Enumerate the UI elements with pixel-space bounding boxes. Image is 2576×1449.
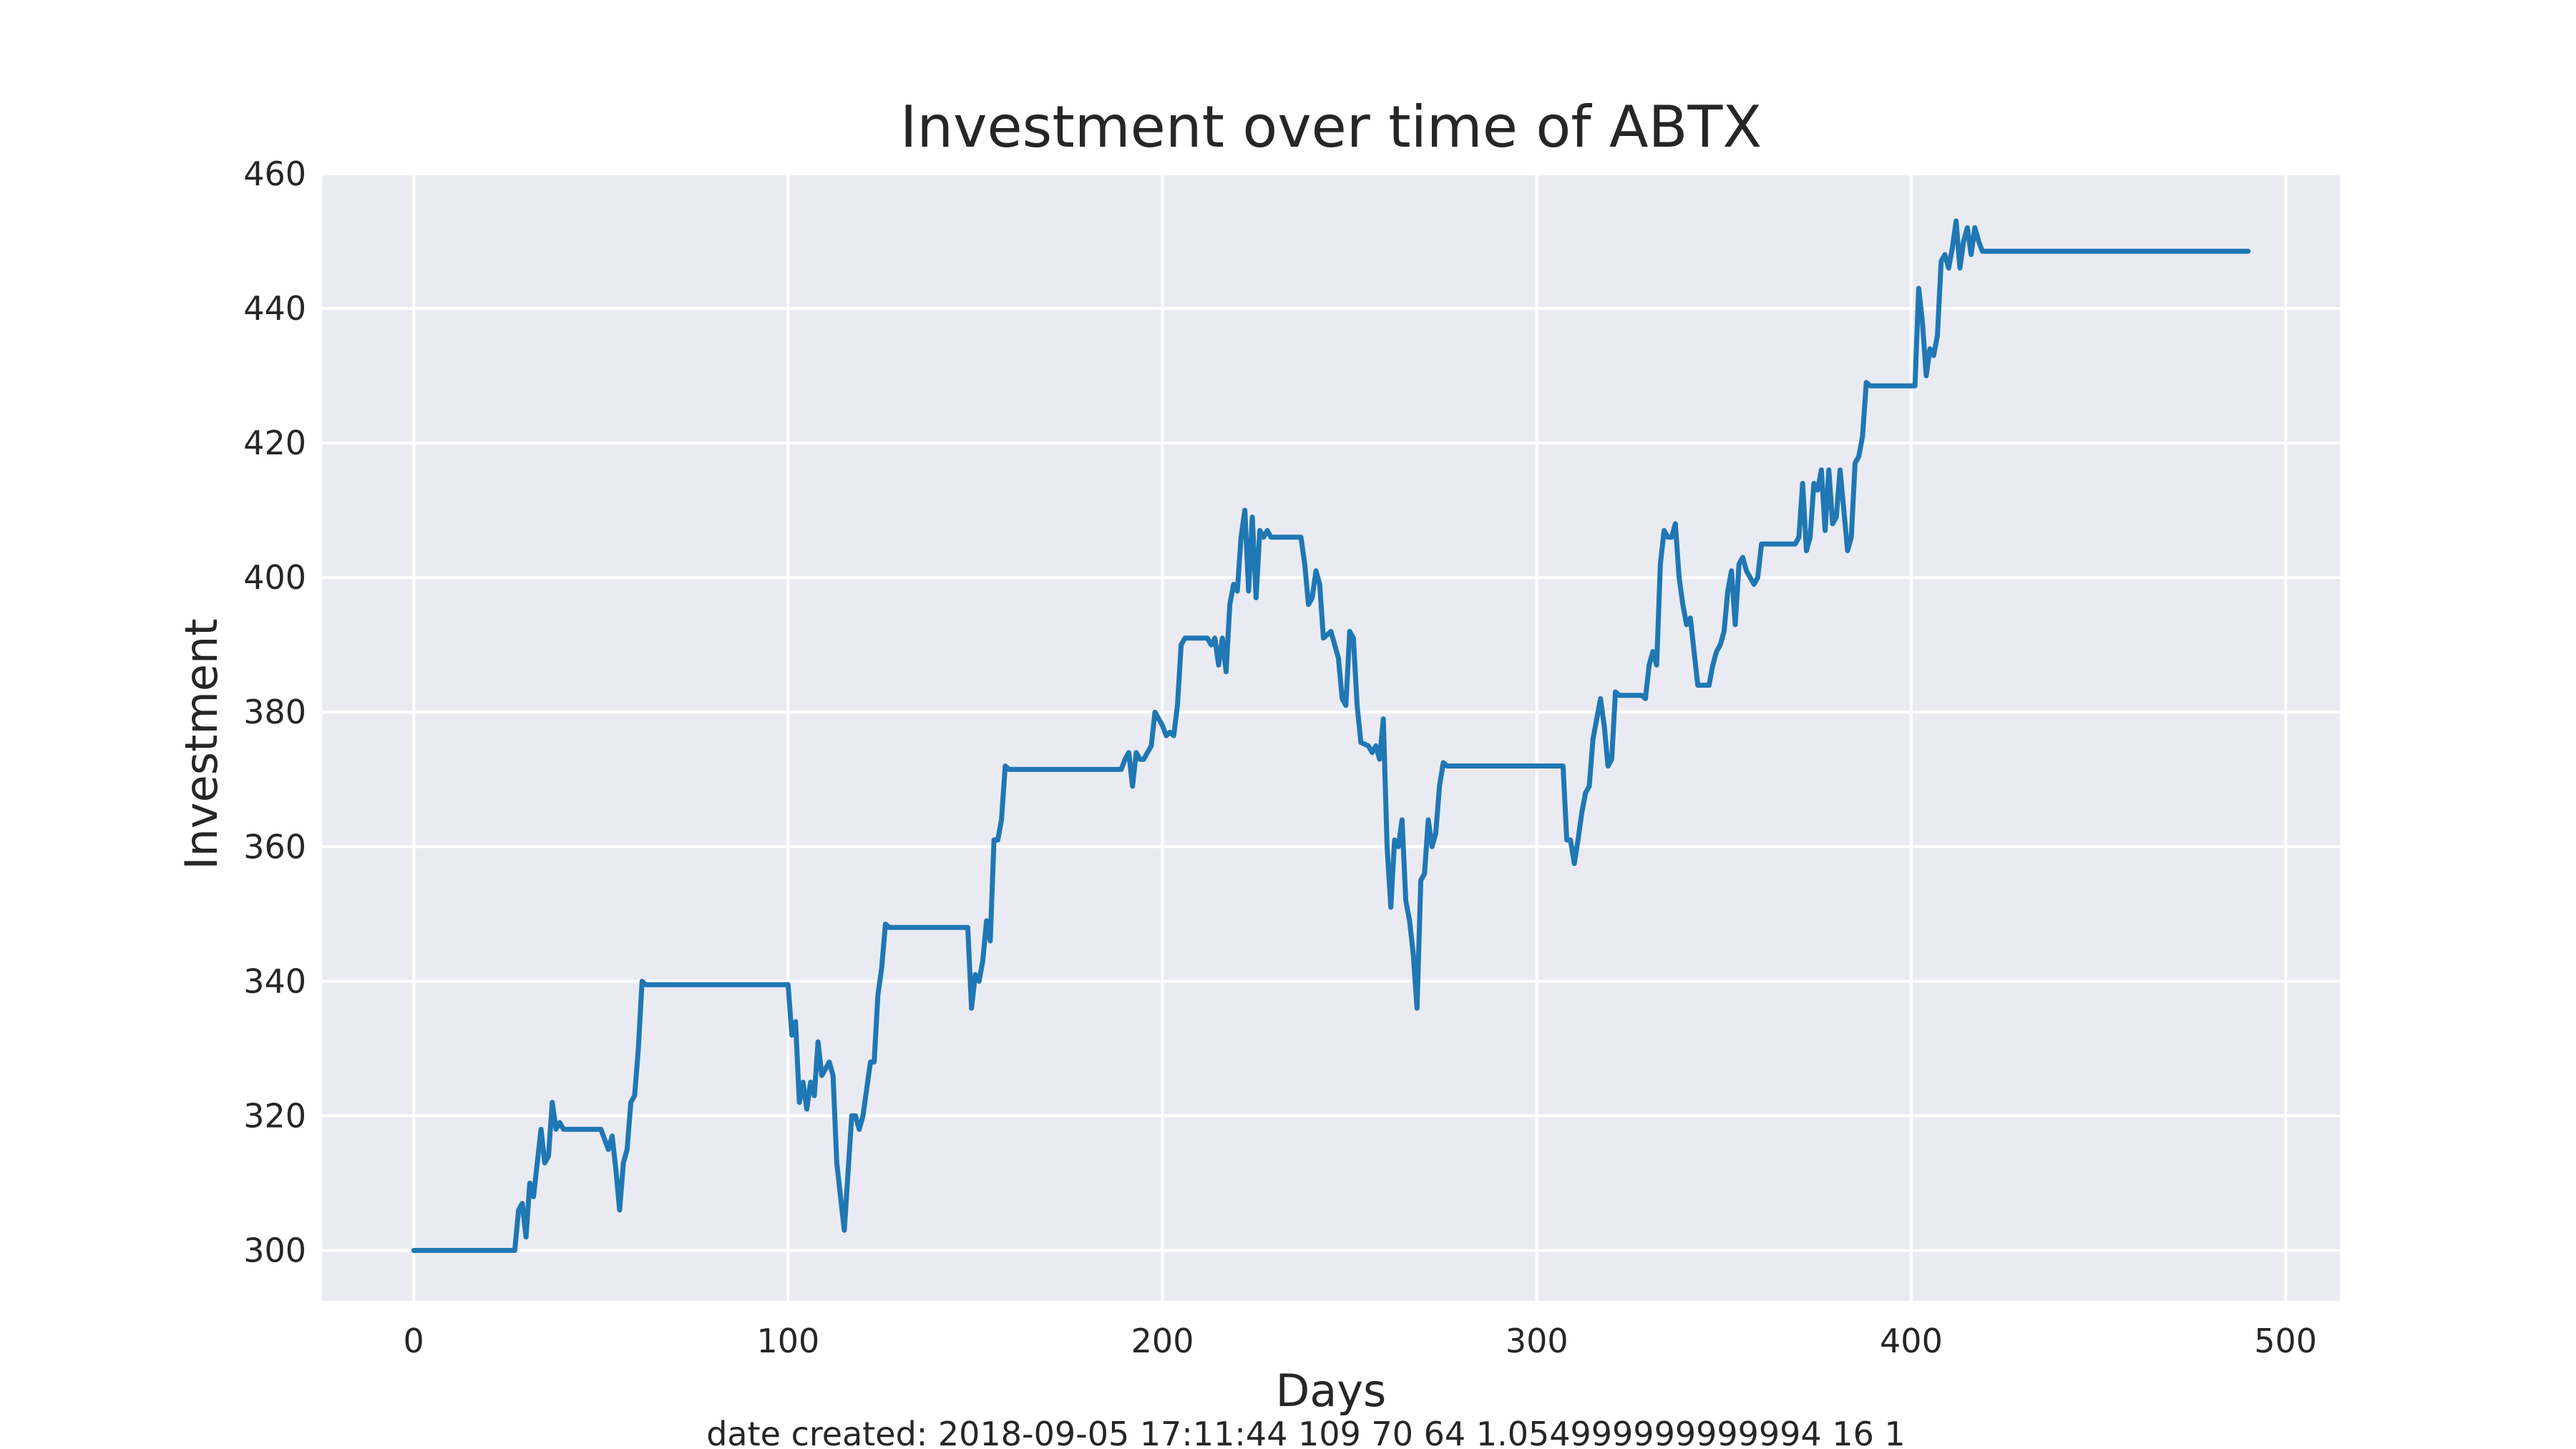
x-tick-label: 200 xyxy=(1131,1322,1194,1360)
y-tick-label: 300 xyxy=(243,1231,306,1269)
chart-title: Investment over time of ABTX xyxy=(900,94,1762,160)
y-tick-label: 360 xyxy=(243,827,306,866)
y-tick-label: 460 xyxy=(243,155,306,193)
y-tick-label: 340 xyxy=(243,962,306,1000)
x-tick-label: 300 xyxy=(1506,1322,1568,1360)
y-tick-label: 440 xyxy=(243,289,306,328)
x-tick-label: 500 xyxy=(2254,1322,2317,1360)
series-group xyxy=(411,218,2251,1253)
plot-area xyxy=(322,174,2340,1301)
date-created-footer: date created: 2018-09-05 17:11:44 109 70… xyxy=(706,1415,1906,1449)
x-tick-label: 400 xyxy=(1880,1322,1943,1360)
x-axis-label: Days xyxy=(1276,1365,1387,1417)
x-tick-label: 100 xyxy=(756,1322,819,1360)
grid xyxy=(322,172,2340,1301)
y-tick-label: 420 xyxy=(243,424,306,462)
tick-labels: 0 100 200 300 400 500 300 320 340 360 380 400 420 440… xyxy=(243,155,2317,1360)
y-axis-label: Investment xyxy=(175,618,228,869)
x-tick-label: 0 xyxy=(404,1322,424,1360)
y-tick-label: 380 xyxy=(243,693,306,731)
investment-series-line xyxy=(411,218,2251,1253)
y-tick-label: 320 xyxy=(243,1096,306,1135)
y-tick-label: 400 xyxy=(243,558,306,597)
